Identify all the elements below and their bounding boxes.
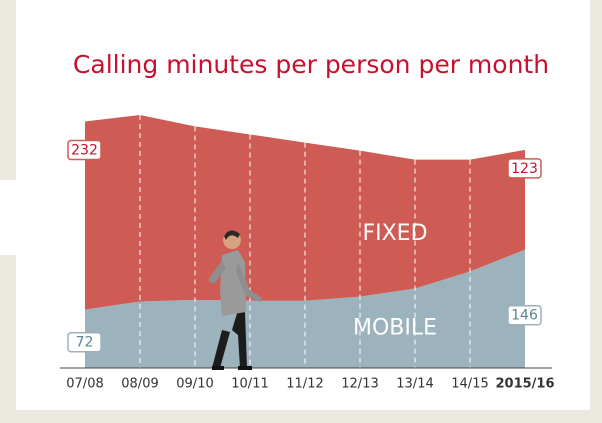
value-label: 146	[511, 308, 538, 324]
page: {"chart_data": {"type": "stacked-area", …	[0, 0, 602, 423]
value-label: 232	[71, 142, 98, 158]
value-label: 123	[511, 161, 538, 177]
chart-title: Calling minutes per person per month	[73, 50, 549, 79]
x-tick-label: 09/10	[176, 377, 213, 392]
x-tick-label: 14/15	[451, 377, 488, 392]
x-tick-label: 12/13	[341, 377, 378, 392]
x-tick-label: 08/09	[121, 377, 158, 392]
series-label: MOBILE	[353, 315, 437, 340]
x-tick-label: 2015/16	[495, 377, 554, 392]
x-tick-label: 07/08	[66, 377, 103, 392]
chart: Calling minutes per person per month MOB…	[0, 0, 602, 423]
x-tick-label: 11/12	[286, 377, 323, 392]
series-label: FIXED	[362, 221, 427, 246]
value-label: 72	[76, 335, 94, 351]
x-tick-label: 10/11	[231, 377, 268, 392]
side-tab	[0, 180, 16, 255]
x-tick-label: 13/14	[396, 377, 433, 392]
